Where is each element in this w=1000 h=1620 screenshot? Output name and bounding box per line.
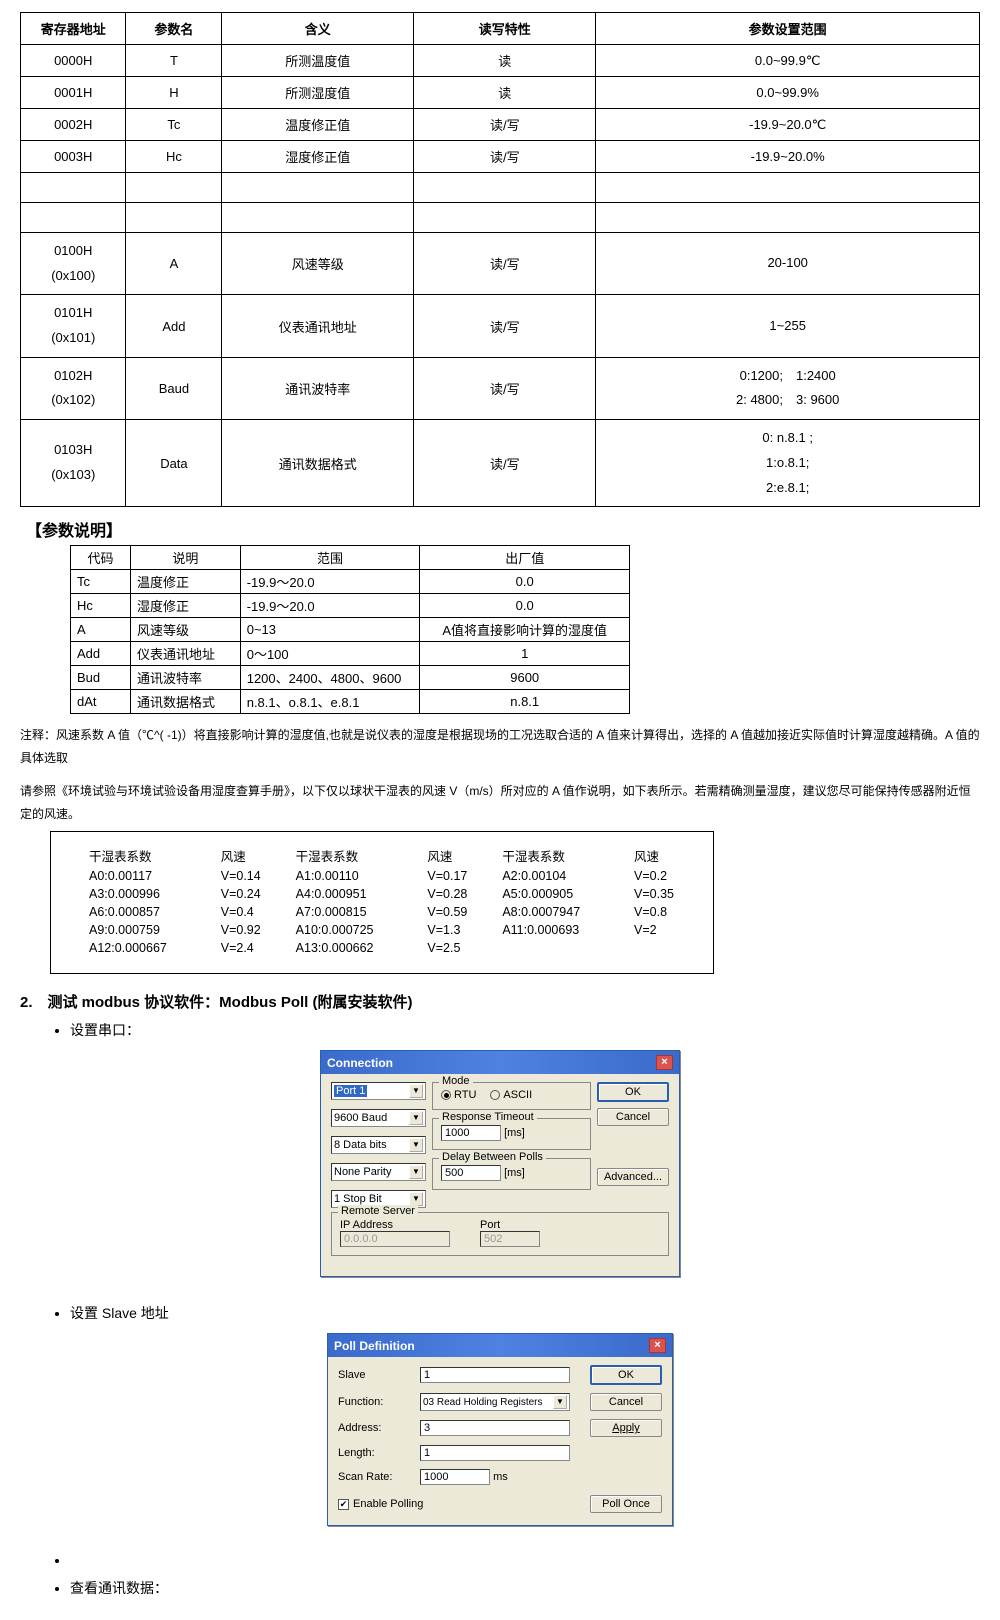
address-label: Address: [338, 1422, 410, 1434]
scanrate-label: Scan Rate: [338, 1471, 410, 1483]
databits-select[interactable]: 8 Data bits ▼ [331, 1136, 426, 1154]
ok-button[interactable]: OK [597, 1082, 669, 1102]
table-row: A12:0.000667V=2.4A13:0.000662V=2.5 [87, 939, 707, 957]
port-select[interactable]: Port 1 ▼ [331, 1082, 426, 1100]
ascii-radio[interactable]: ASCII [490, 1089, 532, 1101]
table-row: Hc湿度修正-19.9～20.00.0 [71, 594, 630, 618]
connection-title-text: Connection [327, 1056, 393, 1070]
chevron-down-icon: ▼ [409, 1165, 423, 1179]
section-2-title: 2. 测试 modbus 协议软件：Modbus Poll (附属安装软件) [20, 991, 980, 1012]
table-row: 0002HTc温度修正值读/写-19.9~20.0℃ [21, 109, 980, 141]
table-row: 干湿表系数风速干湿表系数风速干湿表系数风速 [87, 844, 707, 867]
response-timeout-input[interactable]: 1000 [441, 1125, 501, 1141]
bullet-slave: 设置 Slave 地址 [70, 1303, 980, 1323]
parity-select[interactable]: None Parity ▼ [331, 1163, 426, 1181]
poll-titlebar[interactable]: Poll Definition × [328, 1334, 672, 1357]
chevron-down-icon: ▼ [409, 1111, 423, 1125]
table-row: A风速等级0~13A值将直接影响计算的湿度值 [71, 618, 630, 642]
table-row: 0003HHc湿度修正值读/写-19.9~20.0% [21, 141, 980, 173]
param-section-title: 【参数说明】 [26, 517, 980, 541]
chevron-down-icon: ▼ [409, 1138, 423, 1152]
table-row: 0103H(0x103)Data通讯数据格式读/写0: n.8.1 ;1:o.8… [21, 420, 980, 507]
chevron-down-icon: ▼ [409, 1084, 423, 1098]
poll-definition-dialog: Poll Definition × Slave 1 OK Function: 0… [327, 1333, 673, 1526]
param-th-code: 代码 [71, 546, 131, 570]
cancel-button[interactable]: Cancel [590, 1393, 662, 1411]
enable-polling-checkbox[interactable]: Enable Polling [338, 1498, 423, 1510]
connection-dialog: Connection × Port 1 ▼ 9600 Baud ▼ 8 Data… [320, 1050, 680, 1277]
apply-button[interactable]: Apply [590, 1419, 662, 1437]
param-th-range: 范围 [240, 546, 420, 570]
table-row: Add仪表通讯地址0～1001 [71, 642, 630, 666]
table-row [21, 173, 980, 203]
table-row: A3:0.000996V=0.24A4:0.000951V=0.28A5:0.0… [87, 885, 707, 903]
reg-th-rw: 读写特性 [414, 13, 596, 45]
table-row: Tc温度修正-19.9～20.00.0 [71, 570, 630, 594]
function-select[interactable]: 03 Read Holding Registers ▼ [420, 1393, 570, 1411]
slave-input[interactable]: 1 [420, 1367, 570, 1383]
param-th-default: 出厂值 [420, 546, 630, 570]
table-row [21, 203, 980, 233]
chevron-down-icon: ▼ [409, 1192, 423, 1206]
function-label: Function: [338, 1396, 410, 1408]
delay-input[interactable]: 500 [441, 1165, 501, 1181]
table-row: A9:0.000759V=0.92A10:0.000725V=1.3A11:0.… [87, 921, 707, 939]
table-row: A0:0.00117V=0.14A1:0.00110V=0.17A2:0.001… [87, 867, 707, 885]
port-label: Port [480, 1219, 540, 1231]
response-timeout-group: Response Timeout 1000 [ms] [432, 1118, 591, 1150]
mode-group: Mode RTU ASCII [432, 1082, 591, 1110]
reg-th-param: 参数名 [126, 13, 222, 45]
slave-label: Slave [338, 1369, 410, 1381]
coefficient-table: 干湿表系数风速干湿表系数风速干湿表系数风速A0:0.00117V=0.14A1:… [87, 844, 707, 957]
length-input[interactable]: 1 [420, 1445, 570, 1461]
table-row: Bud通讯波特率1200、2400、4800、96009600 [71, 666, 630, 690]
poll-once-button[interactable]: Poll Once [590, 1495, 662, 1513]
cancel-button[interactable]: Cancel [597, 1108, 669, 1126]
note-line2: 请参照《环境试验与环境试验设备用湿度查算手册》，以下仅以球状干湿表的风速 V（m… [20, 780, 980, 826]
ip-input: 0.0.0.0 [340, 1231, 450, 1247]
baud-select[interactable]: 9600 Baud ▼ [331, 1109, 426, 1127]
port-input: 502 [480, 1231, 540, 1247]
note-line1: 注释：风速系数 A 值（℃^( -1)）将直接影响计算的湿度值,也就是说仪表的湿… [20, 724, 980, 770]
remote-server-group: Remote Server IP Address 0.0.0.0 Port 50… [331, 1212, 669, 1256]
table-row: 0102H(0x102)Baud通讯波特率读/写0:1200; 1:24002:… [21, 357, 980, 419]
table-row: A6:0.000857V=0.4A7:0.000815V=0.59A8:0.00… [87, 903, 707, 921]
scanrate-input[interactable]: 1000 [420, 1469, 490, 1485]
length-label: Length: [338, 1447, 410, 1459]
bullet-serial: 设置串口： [70, 1020, 980, 1040]
param-table: 代码 说明 范围 出厂值 Tc温度修正-19.9～20.00.0Hc湿度修正-1… [70, 545, 630, 714]
connection-titlebar[interactable]: Connection × [321, 1051, 679, 1074]
table-row: 0101H(0x101)Add仪表通讯地址读/写1~255 [21, 295, 980, 357]
delay-group: Delay Between Polls 500 [ms] [432, 1158, 591, 1190]
reg-th-meaning: 含义 [222, 13, 414, 45]
param-th-desc: 说明 [130, 546, 240, 570]
reg-th-addr: 寄存器地址 [21, 13, 126, 45]
table-row: 0100H(0x100)A风速等级读/写20-100 [21, 233, 980, 295]
table-row: 0001HH所测湿度值读0.0~99.9% [21, 77, 980, 109]
table-row: dAt通讯数据格式n.8.1、o.8.1、e.8.1n.8.1 [71, 690, 630, 714]
ok-button[interactable]: OK [590, 1365, 662, 1385]
close-icon[interactable]: × [649, 1338, 666, 1353]
close-icon[interactable]: × [656, 1055, 673, 1070]
register-table: 寄存器地址 参数名 含义 读写特性 参数设置范围 0000HT所测温度值读0.0… [20, 12, 980, 507]
table-row: 0000HT所测温度值读0.0~99.9℃ [21, 45, 980, 77]
coefficient-table-wrap: 干湿表系数风速干湿表系数风速干湿表系数风速A0:0.00117V=0.14A1:… [50, 831, 714, 974]
bullet-empty [70, 1552, 980, 1568]
rtu-radio[interactable]: RTU [441, 1089, 476, 1101]
chevron-down-icon: ▼ [553, 1395, 567, 1409]
reg-th-range: 参数设置范围 [596, 13, 980, 45]
ip-label: IP Address [340, 1219, 450, 1231]
poll-title-text: Poll Definition [334, 1339, 415, 1353]
address-input[interactable]: 3 [420, 1420, 570, 1436]
advanced-button[interactable]: Advanced... [597, 1168, 669, 1186]
bullet-view-data: 查看通讯数据： [70, 1578, 980, 1598]
